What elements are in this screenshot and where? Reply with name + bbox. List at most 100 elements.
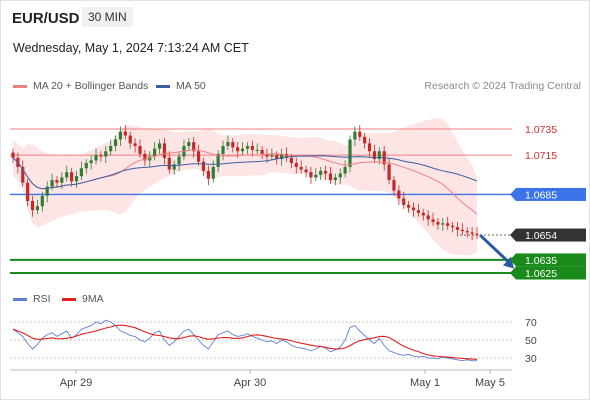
level-tag-1.0685 [516, 187, 586, 201]
candle-body [367, 143, 372, 152]
candle-body [113, 139, 118, 147]
legend-rsi: RSI [13, 293, 51, 305]
level-tag-1.0625 [516, 266, 586, 280]
candle-body [426, 215, 430, 220]
legend-9ma-label: 9MA [82, 293, 104, 305]
candle-body [377, 151, 381, 160]
candle-body [465, 231, 469, 233]
symbol-title: EUR/USD [12, 10, 80, 27]
level-label-1.0625: 1.0625 [525, 268, 557, 280]
candle-body [328, 173, 333, 181]
candle-body [99, 155, 103, 157]
candle-body [128, 135, 132, 144]
candle-body [123, 131, 127, 136]
legend-9ma: 9MA [62, 293, 104, 305]
candle-body [319, 170, 323, 175]
candle-body [358, 131, 362, 137]
candle-body [84, 163, 88, 169]
candle-body [118, 131, 123, 140]
rsi-line [12, 319, 477, 362]
rsi-tick-50: 50 [525, 335, 537, 347]
candle-body [30, 201, 35, 211]
candle-body [314, 174, 318, 178]
level-tag-pointer [510, 187, 516, 201]
level-label-1.0685: 1.0685 [525, 189, 557, 201]
candle-body [421, 212, 425, 216]
candle-body [431, 219, 435, 222]
bollinger-band [13, 118, 477, 256]
candle-body [153, 148, 157, 157]
candle-body [245, 146, 250, 149]
candle-body [250, 146, 254, 150]
candle-body [441, 223, 445, 225]
candle-body [353, 131, 357, 140]
candle-body [338, 173, 342, 178]
candle-body [387, 164, 391, 181]
legend-ma50: MA 50 [156, 80, 206, 92]
candle-body [40, 195, 44, 207]
candle-body [436, 221, 440, 225]
candle-body [143, 153, 147, 161]
candle-body [460, 229, 464, 232]
x-tick-label: May 1 [410, 377, 440, 389]
candle-body [236, 147, 240, 152]
candle-body [343, 166, 347, 174]
candle-body [162, 143, 167, 158]
candle-body [450, 225, 455, 228]
candle-body [177, 156, 181, 165]
candle-body [221, 146, 225, 154]
level-label-1.0635: 1.0635 [525, 255, 557, 267]
candle-body [206, 170, 210, 179]
candle-body [407, 204, 411, 208]
rsi-tick-70: 70 [525, 317, 537, 329]
candle-body [26, 182, 30, 201]
timeframe-badge[interactable]: 30 MIN [82, 7, 133, 27]
candle-body [65, 172, 69, 178]
projection-arrow-shaft [478, 233, 510, 263]
candle-body [60, 177, 64, 183]
candle-body [79, 168, 83, 177]
legend-ma50-swatch [156, 84, 170, 88]
candle-body [167, 157, 171, 170]
candle-body [74, 176, 79, 182]
candle-body [402, 198, 406, 205]
candle-body [197, 151, 201, 162]
legend-ma20: MA 20 + Bollinger Bands [13, 80, 148, 92]
candle-body [411, 207, 416, 211]
candle-body [70, 172, 74, 182]
candle-body [475, 233, 479, 236]
candle-body [109, 146, 113, 152]
candle-body [455, 227, 460, 230]
candle-body [372, 151, 377, 160]
candle-body [35, 206, 40, 211]
candle-body [260, 149, 264, 154]
candle-body [416, 210, 420, 213]
legend-ma50-label: MA 50 [176, 80, 206, 92]
candle-body [172, 164, 176, 170]
candle-body [294, 163, 298, 167]
candle-body [104, 151, 108, 157]
candle-body [275, 155, 279, 160]
candle-body [55, 180, 59, 183]
candle-body [397, 190, 401, 199]
candle-body [392, 180, 396, 191]
candle-body [304, 169, 308, 173]
candle-body [265, 153, 269, 157]
candle-body [348, 139, 352, 167]
candle-body [270, 155, 274, 157]
candle-body [45, 186, 49, 196]
candle-body [133, 143, 137, 147]
candle-body [470, 232, 474, 234]
candle-body [21, 166, 25, 183]
x-tick-label: Apr 30 [234, 377, 266, 389]
rsi-tick-30: 30 [525, 353, 537, 365]
candle-body [255, 149, 259, 151]
level-tag-pointer [510, 266, 516, 280]
legend-ma20-swatch [13, 84, 27, 88]
candle-body [323, 170, 328, 174]
candle-body [289, 157, 293, 164]
candle-body [11, 152, 15, 158]
legend-9ma-swatch [62, 297, 76, 301]
candle-body [240, 148, 245, 152]
